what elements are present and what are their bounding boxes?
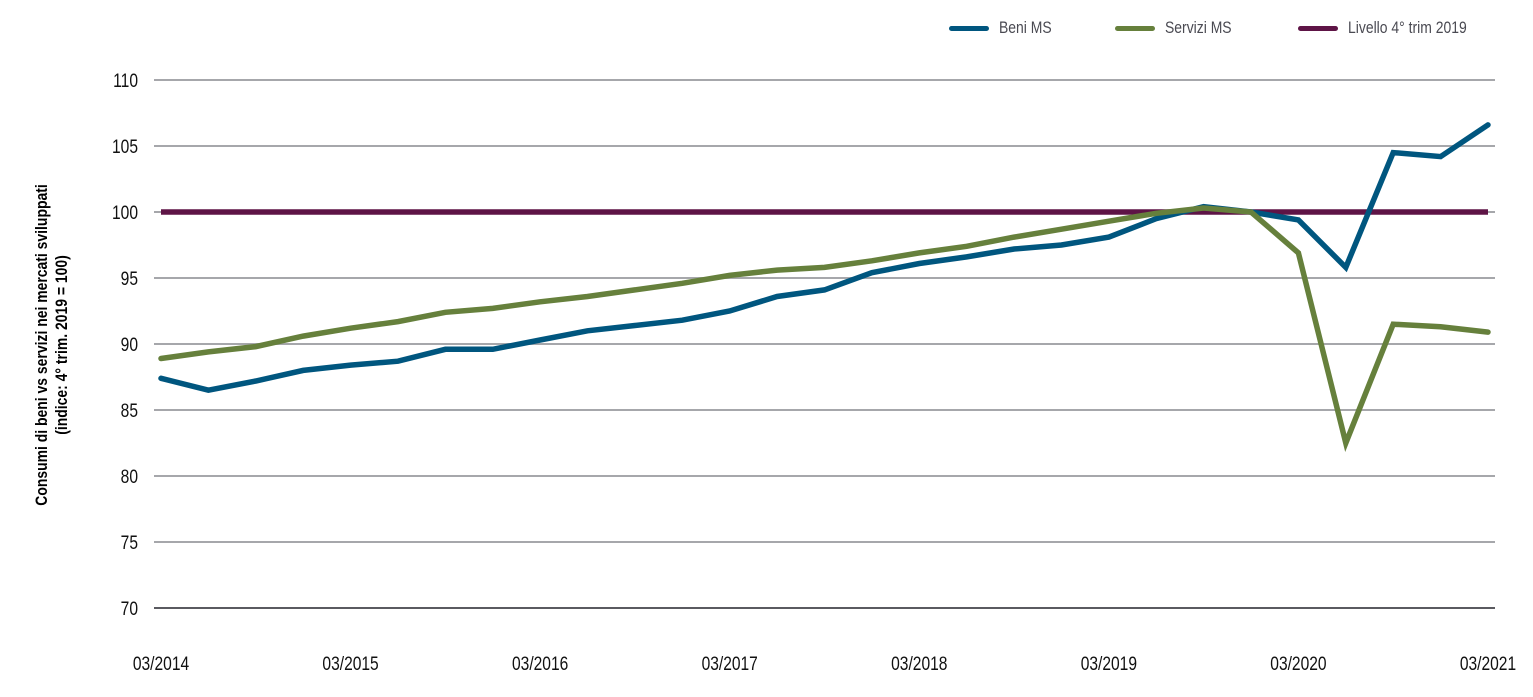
legend-swatch-beni [948,25,989,31]
y-tick-label: 70 [121,598,138,620]
legend-item-livello: Livello 4° trim 2019 [1298,18,1493,38]
y-axis-title-line-2: (indice: 4° trim. 2019 = 100) [52,255,71,435]
gridlines [154,79,1495,609]
legend-swatch-livello [1298,25,1339,31]
legend-item-servizi: Servizi MS [1115,18,1246,38]
legend-label-livello: Livello 4° trim 2019 [1348,18,1467,37]
legend-label-servizi: Servizi MS [1165,18,1232,37]
y-tick-label: 100 [112,202,138,224]
x-tick-label: 03/2018 [891,653,947,675]
y-tick-label: 95 [121,268,138,290]
y-tick-label: 75 [121,532,138,554]
y-tick-label: 85 [121,400,138,422]
x-tick-label: 03/2015 [322,653,378,675]
y-tick-label: 110 [113,70,138,92]
y-axis-title-line-1: Consumi di beni vs servizi nei mercati s… [32,184,51,506]
series-line-servizi-ms [158,205,1491,452]
y-tick-label: 105 [112,136,138,158]
y-tick-label: 80 [121,466,138,488]
y-tick-label: 90 [121,334,138,356]
legend: Beni MS Servizi MS Livello 4° trim 2019 [948,18,1493,38]
x-tick-label: 03/2019 [1081,653,1137,675]
y-axis-title: Consumi di beni vs servizi nei mercati s… [32,149,72,541]
x-axis-ticks: 03/2014 03/2015 03/2016 03/2017 03/2018 03/20… [133,653,1516,675]
y-axis-ticks: 70 75 80 85 90 95 100 105 110 [112,70,138,620]
legend-item-beni: Beni MS [948,18,1063,38]
legend-swatch-servizi [1115,25,1155,31]
x-tick-label: 03/2016 [512,653,568,675]
x-tick-label: 03/2014 [133,653,190,675]
x-tick-label: 03/2017 [702,653,758,675]
series-line-beni-ms [158,122,1491,394]
x-tick-label: 03/2020 [1270,653,1326,675]
legend-label-beni: Beni MS [998,18,1052,37]
series-lines [158,122,1491,452]
x-tick-label: 03/2021 [1460,653,1516,675]
